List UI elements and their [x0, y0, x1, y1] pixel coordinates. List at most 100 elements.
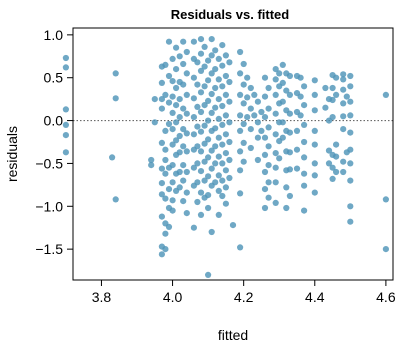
data-point — [297, 93, 304, 100]
data-point — [311, 127, 318, 134]
data-point — [340, 168, 347, 176]
data-point — [201, 177, 208, 184]
data-point — [205, 154, 212, 161]
data-point — [272, 164, 279, 171]
data-point — [286, 192, 293, 200]
data-point — [219, 192, 226, 200]
data-point — [194, 143, 201, 150]
data-point — [197, 50, 205, 57]
data-point — [173, 84, 180, 92]
data-point — [272, 110, 279, 117]
data-point — [237, 91, 244, 98]
data-point — [176, 114, 183, 121]
y-axis: −1.5 −1.0 −0.5 0.0 0.5 1.0 — [35, 27, 73, 257]
data-point — [244, 74, 251, 81]
data-point — [347, 112, 354, 119]
data-point — [169, 55, 176, 63]
data-point — [180, 177, 187, 184]
data-point — [347, 98, 354, 105]
data-point — [62, 54, 69, 62]
data-point — [272, 91, 279, 98]
y-tick-label: 0.5 — [44, 70, 64, 86]
data-point — [382, 196, 389, 203]
data-point — [272, 66, 279, 73]
data-point — [208, 70, 215, 77]
data-point — [183, 130, 190, 137]
data-point — [62, 106, 69, 113]
data-point — [272, 150, 279, 157]
data-point — [158, 139, 165, 146]
data-point — [347, 160, 354, 167]
data-point — [226, 138, 233, 146]
data-points — [62, 36, 389, 278]
data-point — [219, 42, 226, 49]
data-point — [251, 91, 258, 98]
data-point — [286, 110, 293, 117]
data-point — [176, 132, 183, 140]
data-point — [173, 137, 180, 144]
data-point — [194, 123, 201, 130]
data-point — [190, 38, 197, 45]
data-point — [158, 180, 165, 187]
data-point — [215, 211, 222, 218]
data-point — [279, 134, 286, 141]
data-point — [237, 244, 244, 251]
data-point — [254, 98, 261, 105]
data-point — [212, 160, 219, 167]
data-point — [226, 98, 233, 105]
data-point — [158, 96, 165, 103]
data-point — [183, 70, 190, 77]
x-tick-label: 4.6 — [376, 289, 396, 305]
data-point — [165, 99, 173, 106]
data-point — [226, 119, 233, 126]
data-point — [205, 117, 212, 124]
data-point — [162, 246, 169, 253]
data-point — [261, 114, 269, 121]
data-point — [212, 47, 219, 54]
data-point — [226, 156, 233, 164]
data-point — [158, 105, 165, 112]
data-point — [297, 112, 304, 119]
data-point — [109, 154, 116, 161]
x-axis: 3.8 4.0 4.2 4.4 4.6 — [92, 280, 396, 305]
chart-title: Residuals vs. fitted — [171, 7, 290, 22]
data-point — [180, 60, 187, 68]
data-point — [286, 166, 293, 173]
data-point — [194, 160, 201, 167]
data-point — [322, 84, 329, 92]
data-point — [272, 199, 279, 206]
data-point — [301, 121, 308, 128]
data-point — [180, 143, 187, 150]
data-point — [205, 57, 212, 64]
data-point — [301, 207, 308, 214]
data-point — [272, 179, 279, 186]
data-point — [333, 153, 340, 160]
data-point — [240, 158, 247, 165]
data-point — [162, 170, 169, 177]
data-point — [148, 162, 155, 169]
data-point — [197, 89, 205, 96]
data-point — [215, 187, 222, 194]
data-point — [183, 91, 190, 98]
data-point — [237, 148, 244, 155]
data-point — [311, 91, 318, 98]
data-point — [286, 129, 293, 136]
data-point — [340, 86, 347, 93]
data-point — [194, 81, 201, 88]
data-point — [293, 165, 301, 172]
data-point — [261, 168, 269, 176]
data-point — [201, 122, 208, 129]
data-point — [229, 222, 237, 229]
data-point — [162, 146, 169, 153]
data-point — [215, 153, 222, 160]
data-point — [180, 38, 187, 45]
data-point — [301, 182, 308, 189]
data-point — [162, 91, 169, 98]
data-point — [340, 100, 347, 107]
data-point — [265, 84, 272, 92]
data-point — [197, 168, 205, 175]
data-point — [169, 78, 176, 85]
data-point — [247, 105, 254, 112]
data-point — [382, 91, 389, 98]
data-point — [165, 120, 173, 128]
